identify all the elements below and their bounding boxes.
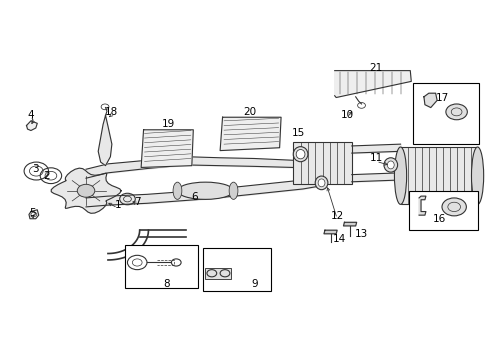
Ellipse shape	[394, 147, 406, 204]
Ellipse shape	[173, 182, 182, 199]
Text: 14: 14	[332, 234, 346, 244]
Text: 6: 6	[191, 192, 198, 202]
Text: 5: 5	[29, 208, 36, 218]
Ellipse shape	[229, 182, 238, 199]
Polygon shape	[220, 117, 281, 150]
Bar	[400, 147, 477, 204]
Polygon shape	[141, 130, 193, 167]
Text: 15: 15	[291, 129, 304, 138]
Bar	[293, 142, 351, 184]
Ellipse shape	[318, 179, 325, 187]
Ellipse shape	[315, 176, 327, 190]
Circle shape	[441, 198, 466, 216]
Circle shape	[77, 184, 95, 197]
Bar	[204, 268, 231, 279]
Text: 3: 3	[32, 163, 39, 174]
Ellipse shape	[177, 182, 233, 199]
Text: 20: 20	[243, 107, 255, 117]
Circle shape	[31, 212, 37, 217]
Text: 4: 4	[27, 110, 34, 120]
Text: 8: 8	[163, 279, 169, 289]
Text: 17: 17	[434, 93, 447, 103]
Polygon shape	[324, 230, 336, 234]
Polygon shape	[51, 168, 121, 213]
Text: 12: 12	[330, 211, 343, 221]
Text: 13: 13	[354, 229, 367, 239]
Ellipse shape	[293, 147, 307, 162]
Bar	[408, 191, 477, 230]
Polygon shape	[343, 222, 356, 226]
Text: 11: 11	[369, 153, 382, 163]
Text: 10: 10	[340, 110, 353, 120]
Text: 19: 19	[162, 120, 175, 129]
Ellipse shape	[386, 161, 393, 169]
Ellipse shape	[470, 147, 483, 204]
Ellipse shape	[296, 149, 305, 159]
Bar	[125, 244, 198, 288]
Polygon shape	[418, 196, 425, 215]
Polygon shape	[334, 71, 410, 98]
Bar	[412, 83, 478, 144]
Polygon shape	[98, 116, 112, 166]
Text: 16: 16	[432, 215, 445, 224]
Text: 18: 18	[105, 107, 118, 117]
Polygon shape	[29, 210, 39, 219]
Text: 21: 21	[369, 63, 382, 73]
Text: 1: 1	[114, 200, 121, 210]
Text: 2: 2	[43, 171, 50, 181]
Text: 7: 7	[134, 197, 140, 207]
Circle shape	[445, 104, 467, 120]
Bar	[203, 248, 271, 291]
Ellipse shape	[383, 158, 397, 172]
Text: 9: 9	[250, 279, 257, 289]
Polygon shape	[26, 121, 37, 131]
Polygon shape	[423, 93, 436, 108]
